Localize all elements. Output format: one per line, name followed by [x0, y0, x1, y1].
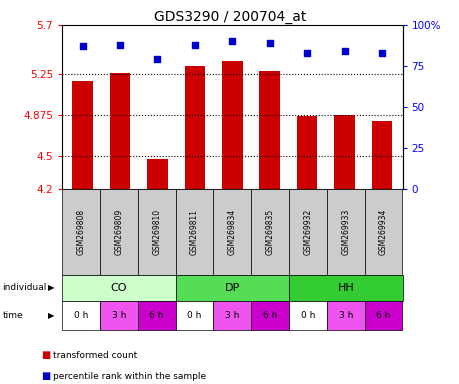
Text: ▶: ▶ — [48, 283, 55, 293]
Bar — [334, 114, 354, 189]
Point — [340, 48, 347, 54]
Text: DP: DP — [224, 283, 240, 293]
Bar — [184, 66, 205, 189]
Text: GSM269932: GSM269932 — [303, 209, 312, 255]
Bar — [72, 81, 93, 189]
Text: ■: ■ — [41, 371, 50, 381]
Text: 0 h: 0 h — [73, 311, 88, 320]
Text: 3 h: 3 h — [112, 311, 126, 320]
Text: CO: CO — [110, 283, 127, 293]
Text: GSM269810: GSM269810 — [152, 209, 161, 255]
Point — [228, 38, 235, 45]
Text: 6 h: 6 h — [149, 311, 163, 320]
Text: percentile rank within the sample: percentile rank within the sample — [53, 372, 206, 381]
Text: HH: HH — [336, 283, 353, 293]
Bar — [296, 116, 317, 189]
Point — [265, 40, 273, 46]
Text: GSM269808: GSM269808 — [76, 209, 85, 255]
Text: GSM269809: GSM269809 — [114, 209, 123, 255]
Text: GSM269933: GSM269933 — [341, 209, 349, 255]
Text: 6 h: 6 h — [263, 311, 277, 320]
Text: 0 h: 0 h — [187, 311, 201, 320]
Bar — [110, 73, 130, 189]
Point — [303, 50, 310, 56]
Text: 3 h: 3 h — [338, 311, 352, 320]
Text: GSM269835: GSM269835 — [265, 209, 274, 255]
Text: 6 h: 6 h — [375, 311, 390, 320]
Text: time: time — [2, 311, 23, 320]
Text: GSM269934: GSM269934 — [378, 209, 387, 255]
Text: ■: ■ — [41, 350, 50, 360]
Text: 0 h: 0 h — [300, 311, 314, 320]
Point — [116, 41, 123, 48]
Text: individual: individual — [2, 283, 46, 293]
Bar — [259, 71, 280, 189]
Bar — [371, 121, 392, 189]
Bar — [147, 159, 168, 189]
Point — [191, 41, 198, 48]
Text: GSM269811: GSM269811 — [190, 209, 199, 255]
Text: 3 h: 3 h — [224, 311, 239, 320]
Point — [79, 43, 86, 50]
Text: GDS3290 / 200704_at: GDS3290 / 200704_at — [153, 10, 306, 23]
Text: transformed count: transformed count — [53, 351, 137, 360]
Point — [153, 56, 161, 63]
Text: ▶: ▶ — [48, 311, 55, 320]
Point — [377, 50, 385, 56]
Bar — [222, 61, 242, 189]
Text: GSM269834: GSM269834 — [227, 209, 236, 255]
